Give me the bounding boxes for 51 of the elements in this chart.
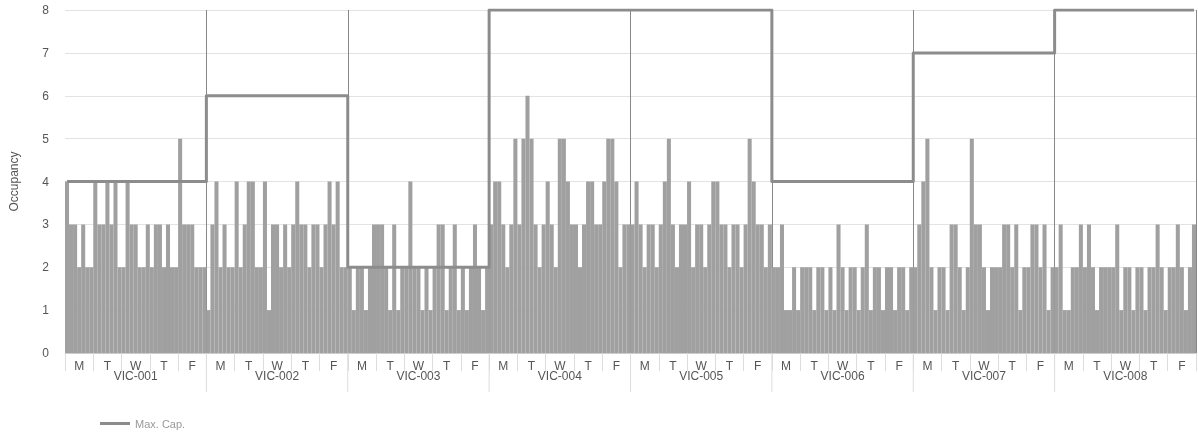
legend-label: Max. Cap. [135, 417, 186, 430]
x-tick-label: M [1063, 359, 1074, 373]
x-tick-label: F [188, 359, 196, 373]
x-tick-label: T [669, 359, 678, 373]
text: VIC-005 [679, 369, 724, 383]
y-axis-title: Occupancy [7, 151, 21, 212]
y-tick-label: 2 [42, 260, 50, 275]
x-tick-label: T [867, 359, 876, 373]
x-tick-label: M [356, 359, 367, 373]
y-tick-label: 8 [42, 3, 50, 17]
x-tick-label: T [301, 359, 310, 373]
x-tick-label: F [895, 359, 903, 373]
text: VIC-002 [255, 369, 300, 383]
x-tick-label: M [498, 359, 509, 373]
x-tick-label: T [527, 359, 536, 373]
y-tick-label: 4 [42, 174, 50, 189]
text: VIC-004 [537, 369, 583, 383]
x-tick-label: T [1093, 359, 1102, 373]
text: VIC-006 [820, 369, 865, 383]
text: VIC-003 [396, 369, 441, 383]
x-tick-label: T [245, 359, 254, 373]
x-tick-label: F [329, 359, 338, 373]
y-tick-label: 3 [42, 217, 50, 232]
x-tick-label: F [754, 359, 762, 373]
x-tick-label: M [639, 359, 650, 373]
x-tick-label: F [612, 359, 621, 373]
x-tick-label: T [951, 359, 960, 373]
text: VIC-008 [1103, 369, 1148, 383]
y-tick-label: 0 [42, 346, 50, 360]
x-tick-label: T [725, 359, 734, 373]
x-tick-label: M [922, 359, 933, 373]
x-tick-label: T [443, 359, 452, 373]
x-tick-label: T [1149, 359, 1158, 373]
x-tick-label: T [103, 359, 112, 373]
x-tick-label: T [584, 359, 593, 373]
x-tick-label: T [1008, 359, 1017, 373]
x-tick-label: F [471, 359, 479, 373]
x-tick-label: T [810, 359, 819, 373]
x-tick-label: T [386, 359, 395, 373]
x-tick-label: F [1036, 359, 1045, 373]
x-tick-label: M [74, 359, 85, 373]
y-tick-label: 6 [42, 88, 50, 103]
y-tick-label: 5 [42, 131, 50, 146]
text: VIC-007 [961, 369, 1007, 383]
y-tick-label: 1 [42, 303, 50, 318]
x-tick-label: F [1178, 359, 1186, 373]
x-tick-label: T [160, 359, 169, 373]
text: VIC-001 [113, 369, 159, 383]
x-tick-label: M [781, 359, 792, 373]
y-tick-label: 7 [42, 45, 50, 60]
x-tick-label: M [215, 359, 226, 373]
